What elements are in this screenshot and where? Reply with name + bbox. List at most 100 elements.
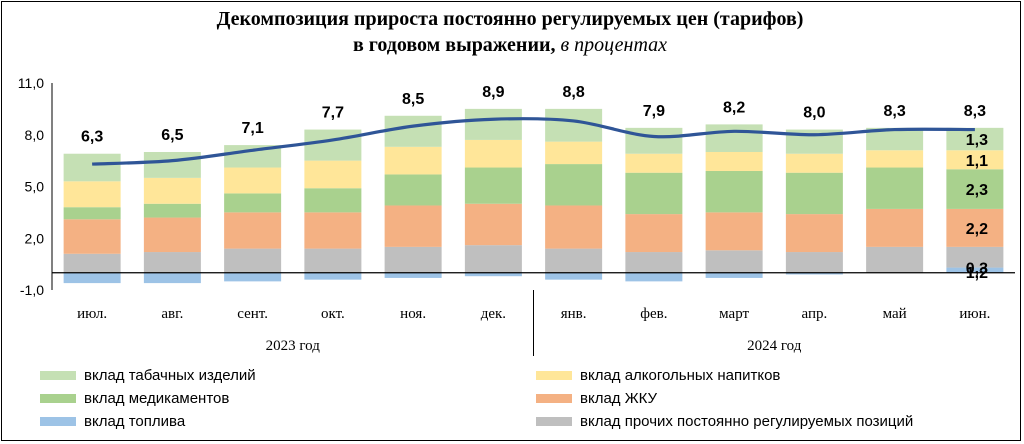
bar-segment-1 (625, 214, 683, 253)
bar-segment-4 (304, 129, 362, 161)
legend-label: вклад топлива (84, 412, 186, 430)
segment-value-label: 2,3 (966, 182, 988, 199)
bar-segment-2 (384, 174, 442, 206)
bar-segment-fuel (143, 272, 201, 284)
segment-value-label: 1,3 (966, 132, 988, 149)
bar-segment-1 (143, 217, 201, 253)
bar-segment-3 (63, 181, 121, 208)
bar-segment-fuel (545, 272, 603, 280)
bar-segment-3 (545, 141, 603, 165)
bar-segment-0 (625, 252, 683, 273)
segment-value-label: 1,1 (966, 153, 988, 170)
y-tick-label: 8,0 (25, 127, 45, 143)
bar-segment-4 (464, 108, 522, 140)
x-category-label: окт. (321, 306, 345, 322)
bar-segment-4 (866, 127, 924, 151)
bar-segment-1 (866, 208, 924, 247)
segment-value-label: 2,2 (966, 221, 988, 238)
year-group-label: 2024 год (747, 338, 802, 354)
bar-segment-2 (946, 169, 1004, 209)
chart-title-units: в процентах (560, 34, 668, 56)
legend-item: вклад табачных изделий (40, 366, 256, 384)
bar-segment-4 (625, 127, 683, 154)
year-group-label: 2023 год (266, 338, 321, 354)
legend-item: вклад алкогольных напитков (536, 366, 780, 384)
bar-segment-3 (143, 177, 201, 204)
legend-item: вклад медикаментов (40, 389, 229, 407)
legend-label: вклад ЖКУ (580, 389, 657, 407)
total-value-label: 8,3 (964, 103, 986, 120)
bar-segment-0 (63, 253, 121, 273)
y-tick-label: -1,0 (20, 282, 44, 298)
legend-label: вклад медикаментов (84, 389, 230, 407)
bar-segment-fuel (224, 272, 282, 282)
x-category-label: апр. (802, 306, 828, 322)
segment-value-label: 0,3 (966, 261, 988, 278)
bar-segment-3 (304, 160, 362, 189)
legend-swatch (536, 393, 572, 403)
bar-segment-1 (785, 214, 843, 253)
bar-segment-fuel (946, 267, 1004, 273)
legend-label: вклад алкогольных напитков (580, 366, 781, 384)
bar-segment-2 (464, 167, 522, 204)
bar-segment-4 (143, 152, 201, 178)
total-value-label: 7,1 (242, 120, 264, 137)
legend-label: вклад табачных изделий (84, 366, 256, 384)
bar-segment-0 (785, 252, 843, 273)
legend-item: вклад прочих постоянно регулируемых пози… (536, 412, 913, 430)
legend-swatch (40, 416, 76, 426)
bar-segment-2 (545, 164, 603, 206)
total-value-label: 7,7 (322, 105, 344, 122)
bar-segment-4 (705, 124, 763, 152)
total-value-label: 6,3 (81, 129, 103, 146)
x-category-label: фев. (640, 306, 667, 322)
legend-swatch (40, 393, 76, 403)
bar-segment-fuel (625, 272, 683, 282)
bar-segment-2 (866, 167, 924, 209)
bar-segment-1 (464, 203, 522, 246)
bar-segment-1 (545, 205, 603, 249)
bar-segment-0 (143, 252, 201, 273)
x-category-label: сент. (237, 306, 268, 322)
bar-segment-3 (866, 150, 924, 168)
bar-segment-1 (946, 208, 1004, 247)
bar-segment-1 (63, 219, 121, 254)
bar-segment-fuel (705, 272, 763, 278)
total-value-label: 7,9 (643, 103, 665, 120)
bar-segment-0 (384, 246, 442, 273)
y-tick-label: 11,0 (18, 75, 44, 91)
bar-segment-0 (464, 245, 522, 273)
legend-swatch (40, 370, 76, 380)
bar-segment-3 (705, 152, 763, 171)
bar-segment-2 (705, 170, 763, 213)
bar-segment-1 (304, 212, 362, 249)
bar-segment-1 (705, 212, 763, 251)
bar-segment-0 (224, 248, 282, 273)
y-tick-label: 2,0 (25, 230, 45, 246)
x-category-label: июн. (959, 306, 990, 322)
bar-segment-fuel (384, 272, 442, 278)
legend-swatch (536, 416, 572, 426)
total-value-label: 8,5 (402, 91, 424, 108)
x-category-label: ноя. (400, 306, 426, 322)
bar-segment-3 (625, 153, 683, 173)
chart-title-main: в годовом выражении, (352, 34, 556, 56)
bar-segment-fuel (304, 272, 362, 280)
chart-title-line2: в годовом выражении, в процентах (0, 32, 1020, 58)
bar-segment-fuel (785, 272, 843, 275)
total-value-label: 8,2 (723, 99, 745, 116)
bar-segment-0 (946, 246, 1004, 268)
bar-segment-3 (224, 167, 282, 194)
x-category-label: янв. (561, 306, 587, 322)
total-value-label: 8,3 (884, 103, 906, 120)
bar-segment-0 (545, 248, 603, 273)
bar-segment-2 (224, 193, 282, 213)
legend-item: вклад ЖКУ (536, 389, 657, 407)
bar-segment-3 (384, 146, 442, 175)
x-category-label: авг. (161, 306, 183, 322)
bar-segment-2 (625, 172, 683, 215)
legend-label: вклад прочих постоянно регулируемых пози… (580, 412, 914, 430)
chart-title-line1: Декомпозиция прироста постоянно регулиру… (216, 8, 804, 30)
bar-segment-2 (63, 207, 121, 220)
